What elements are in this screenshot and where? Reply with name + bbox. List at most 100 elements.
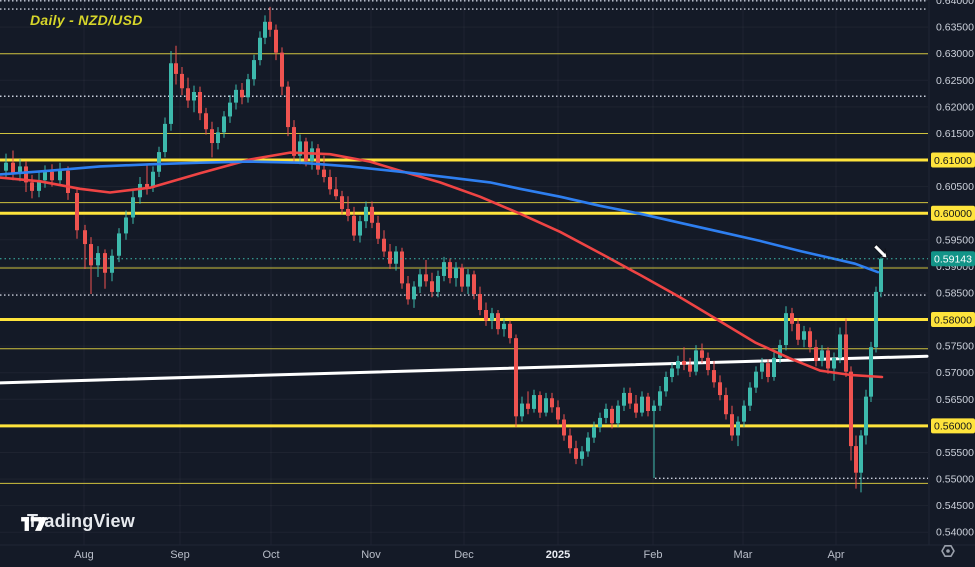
mouse-cursor-arrow: [872, 243, 888, 259]
candle-body: [186, 88, 190, 101]
candle-body: [784, 313, 788, 346]
candle-body: [304, 141, 308, 162]
time-axis-label: Dec: [454, 549, 474, 561]
candle-body: [145, 183, 149, 188]
candle-body: [652, 405, 656, 412]
candle-body: [222, 116, 226, 133]
candle-body: [556, 407, 560, 420]
candle-body: [838, 334, 842, 358]
candle-body: [592, 426, 596, 438]
price-level-badge: 0.61000: [931, 152, 975, 168]
candle-body: [280, 52, 284, 87]
candle-body: [502, 323, 506, 330]
time-axis-label: Apr: [827, 549, 844, 561]
candle-body: [748, 387, 752, 406]
candle-body: [246, 79, 250, 98]
candle-body: [382, 238, 386, 252]
candle-body: [117, 233, 121, 256]
price-axis-label: 0.55000: [936, 474, 974, 486]
candle-body: [796, 323, 800, 340]
candle-body: [268, 21, 272, 30]
red-ma-line[interactable]: [0, 151, 884, 379]
tradingview-logo[interactable]: TradingView: [20, 511, 135, 532]
candle-body: [274, 29, 278, 53]
candle-body: [169, 63, 173, 124]
candle-body: [412, 286, 416, 300]
candle-body: [358, 221, 362, 236]
candle-body: [430, 281, 434, 292]
candle-body: [204, 113, 208, 130]
time-axis-label: Feb: [644, 549, 663, 561]
scale-settings-gear-icon[interactable]: [941, 545, 955, 557]
candle-body: [210, 129, 214, 144]
candle-body: [520, 403, 524, 417]
candle-body: [676, 361, 680, 369]
candle-body: [364, 206, 368, 222]
candle-body: [526, 403, 530, 409]
candle-body: [754, 371, 758, 388]
candle-body: [157, 152, 161, 172]
candle-body: [712, 370, 716, 383]
candle-body: [138, 183, 142, 198]
candle-body: [89, 244, 93, 266]
candle-body: [11, 162, 15, 174]
candle-body: [110, 255, 114, 273]
horizontal-level-lines[interactable]: [0, 53, 928, 484]
chart-title: Daily - NZD/USD: [30, 12, 143, 28]
candle-body: [760, 363, 764, 372]
time-axis-label: Oct: [262, 549, 279, 561]
candle-body: [131, 197, 135, 218]
candle-body: [574, 448, 578, 459]
dotted-level-lines[interactable]: [0, 0, 928, 479]
candle-body: [30, 182, 34, 191]
candle-body: [514, 338, 518, 417]
candle-body: [346, 208, 350, 216]
time-axis-label: Nov: [361, 549, 381, 561]
candle-body: [370, 206, 374, 223]
candle-body: [869, 347, 873, 397]
candle-body: [808, 331, 812, 348]
candle-body: [4, 162, 8, 171]
last-price-badge: 0.59143: [931, 251, 975, 267]
candlestick-series[interactable]: [4, 6, 883, 493]
time-axis-label: Sep: [170, 549, 190, 561]
candle-body: [664, 376, 668, 392]
candle-body: [562, 419, 566, 436]
blue-ma-line[interactable]: [0, 160, 880, 274]
candle-body: [228, 102, 232, 117]
candle-body: [814, 347, 818, 362]
price-axis-label: 0.58500: [936, 287, 974, 299]
candle-body: [163, 123, 167, 153]
candle-body: [604, 408, 608, 418]
time-axis-label: Mar: [734, 549, 753, 561]
price-axis[interactable]: 0.64000 0.63500 0.63000 0.62500 0.62000 0.615…: [931, 0, 975, 539]
candle-body: [688, 364, 692, 372]
candle-body: [75, 193, 79, 231]
candle-body: [682, 361, 686, 365]
price-axis-label: 0.61500: [936, 128, 974, 140]
candle-body: [448, 262, 452, 279]
svg-text:0.56000: 0.56000: [934, 421, 972, 433]
candle-body: [24, 166, 28, 183]
candle-body: [820, 350, 824, 362]
price-axis-label: 0.63500: [936, 22, 974, 34]
candle-body: [83, 230, 87, 245]
candle-body: [316, 148, 320, 170]
candle-body: [322, 169, 326, 178]
candle-body: [610, 408, 614, 424]
candle-body: [879, 258, 883, 292]
time-axis-label: Aug: [74, 549, 94, 561]
candle-body: [580, 451, 584, 459]
candle-body: [286, 86, 290, 128]
candle-body: [790, 313, 794, 324]
candle-body: [544, 398, 548, 413]
candle-body: [124, 217, 128, 234]
candle-body: [180, 73, 184, 89]
candle-body: [694, 350, 698, 372]
time-axis[interactable]: Aug Sep Oct Nov Dec 2025 Feb Mar Apr: [74, 549, 845, 561]
candle-body: [216, 132, 220, 144]
candle-body: [718, 382, 722, 396]
candle-body: [103, 253, 107, 273]
candle-body: [706, 357, 710, 371]
